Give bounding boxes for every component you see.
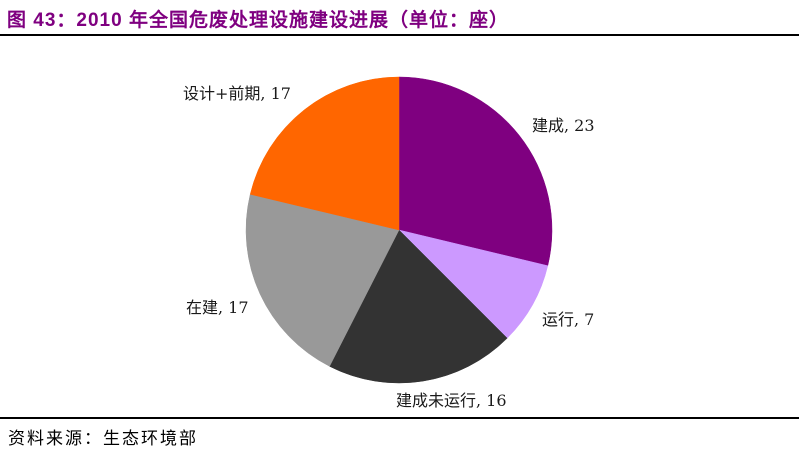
slice-label-design-early-stage: 设计+前期, 17: [183, 84, 291, 103]
slice-label-under-construction: 在建, 17: [186, 298, 249, 317]
title-divider: [0, 34, 799, 36]
footer-divider: [0, 417, 799, 419]
slice-label-built: 建成, 23: [532, 116, 595, 135]
pie-slice-running: [398, 229, 549, 339]
slice-label-built-not-running: 建成未运行, 16: [396, 391, 507, 410]
pie-slice-built-not-running: [329, 229, 508, 384]
pie-slice-built: [398, 76, 553, 267]
source-note: 资料来源：生态环境部: [8, 429, 198, 449]
pie-slice-design-early-stage: [249, 76, 400, 231]
pie-slice-under-construction: [245, 193, 400, 367]
figure-title: 图 43：2010 年全国危废处理设施建设进展（单位：座）: [7, 10, 509, 31]
slice-label-running: 运行, 7: [542, 310, 595, 329]
